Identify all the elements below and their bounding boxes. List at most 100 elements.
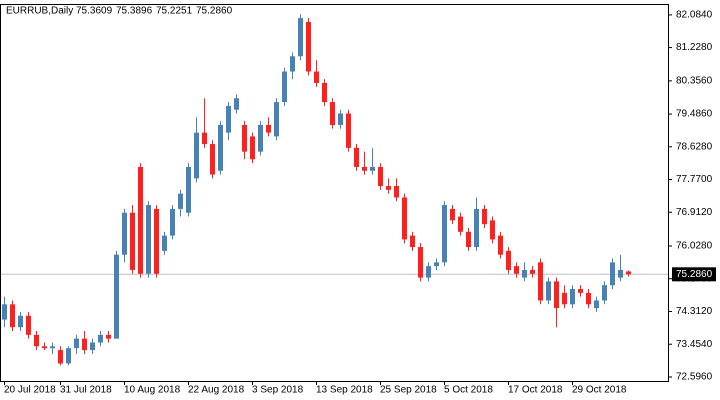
candle-body <box>50 346 55 349</box>
x-tick-label: 20 Jul 2018 <box>4 385 56 396</box>
candle-body <box>274 102 279 137</box>
candle-body <box>74 338 79 349</box>
candle-body <box>290 56 295 72</box>
candle-body <box>194 132 199 179</box>
ohlc-value: 75.3896 <box>116 6 153 17</box>
candle-body <box>370 166 375 171</box>
x-tick-label: 31 Jul 2018 <box>60 385 112 396</box>
candle-body <box>226 105 231 133</box>
candle-body <box>450 208 455 221</box>
candle-body <box>362 166 367 171</box>
candle-body <box>234 98 239 110</box>
price-label-box <box>672 267 716 282</box>
candle-body <box>170 208 175 236</box>
candle-body <box>594 300 599 309</box>
candle-body <box>258 124 263 152</box>
x-tick-label: 22 Aug 2018 <box>188 385 245 396</box>
y-tick-label: 80.3560 <box>676 75 713 86</box>
candle-body <box>578 289 583 293</box>
candle-body <box>10 304 15 328</box>
y-tick-label: 73.4540 <box>676 339 713 350</box>
candle-body <box>546 281 551 301</box>
candle-body <box>82 338 87 351</box>
y-tick-label: 77.7700 <box>676 174 713 185</box>
candle-body <box>346 113 351 148</box>
candle-body <box>26 315 31 335</box>
x-tick-label: 10 Aug 2018 <box>124 385 181 396</box>
y-tick-label: 82.0840 <box>676 10 713 21</box>
candle-body <box>314 71 319 83</box>
candle-body <box>482 208 487 225</box>
candle-body <box>146 205 151 274</box>
ohlc-value: 75.2251 <box>156 6 193 17</box>
candle-body <box>522 269 527 278</box>
candle-body <box>114 254 119 339</box>
candle-body <box>434 262 439 267</box>
candle-body <box>210 144 215 175</box>
candle-body <box>506 250 511 270</box>
x-tick-label: 25 Sep 2018 <box>380 385 437 396</box>
candle-body <box>514 266 519 274</box>
candle-body <box>186 166 191 213</box>
candle-body <box>386 186 391 190</box>
candle-body <box>2 304 7 320</box>
candle-body <box>18 315 23 328</box>
y-tick-label: 81.2280 <box>676 42 713 53</box>
candle-body <box>538 262 543 301</box>
candle-body <box>602 285 607 301</box>
candle-body <box>394 186 399 198</box>
candle-body <box>378 166 383 187</box>
candle-body <box>298 18 303 57</box>
candle-body <box>218 124 223 171</box>
y-tick-label: 79.4860 <box>676 109 713 120</box>
candle-body <box>42 346 47 349</box>
y-tick-label: 76.0280 <box>676 241 713 252</box>
ohlc-value: 75.3609 <box>76 6 113 17</box>
x-tick-label: 3 Sep 2018 <box>252 385 304 396</box>
candle-body <box>498 235 503 255</box>
candle-body <box>418 247 423 278</box>
candle-body <box>626 271 631 275</box>
y-tick-label: 76.9120 <box>676 207 713 218</box>
ohlc-value: 75.2860 <box>196 6 233 17</box>
candle-body <box>90 342 95 351</box>
candle-body <box>58 350 63 364</box>
candle-body <box>250 136 255 160</box>
candle-body <box>138 166 143 274</box>
candle-body <box>202 132 207 145</box>
candle-body <box>162 235 167 251</box>
candle-body <box>338 113 343 125</box>
x-tick-label: 29 Oct 2018 <box>572 385 627 396</box>
candle-body <box>466 231 471 248</box>
chart-title: EURRUB,Daily <box>6 6 73 17</box>
candle-body <box>98 334 103 343</box>
candle-body <box>242 124 247 152</box>
candle-body <box>474 208 479 248</box>
x-tick-label: 13 Sep 2018 <box>316 385 373 396</box>
x-tick-label: 5 Oct 2018 <box>444 385 493 396</box>
candle-body <box>322 82 327 103</box>
candle-body <box>178 193 183 209</box>
candle-body <box>586 292 591 305</box>
candle-body <box>66 348 71 364</box>
candle-body <box>490 220 495 240</box>
y-tick-label: 74.3120 <box>676 306 713 317</box>
candle-body <box>106 334 111 339</box>
candle-body <box>570 289 575 305</box>
price-label: 75.2860 <box>676 269 713 280</box>
candle-body <box>554 281 559 309</box>
y-tick-label: 78.6280 <box>676 141 713 152</box>
candle-body <box>122 212 127 255</box>
candle-body <box>426 266 431 278</box>
candle-body <box>330 102 335 125</box>
x-tick-label: 17 Oct 2018 <box>508 385 563 396</box>
candle-body <box>154 208 159 274</box>
candle-body <box>618 269 623 278</box>
candle-body <box>442 205 447 263</box>
plot-frame <box>0 4 669 382</box>
candle-body <box>402 197 407 240</box>
candle-body <box>610 262 615 286</box>
candle-body <box>34 334 39 347</box>
